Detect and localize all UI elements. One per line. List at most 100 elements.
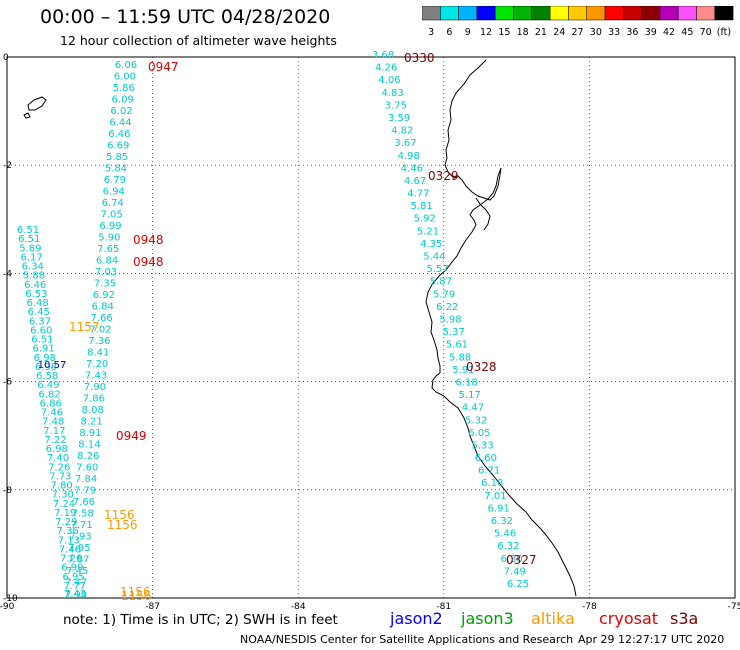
swh-value: 5.87 bbox=[430, 277, 452, 288]
swh-value: 6.79 bbox=[104, 175, 126, 186]
altimeter-tracks: 6.066.005.866.096.026.446.466.695.855.84… bbox=[17, 50, 529, 601]
swh-value: 7.24 bbox=[53, 499, 75, 510]
colorbar-label: 18 bbox=[517, 27, 529, 38]
swh-value: 7.87 bbox=[67, 555, 89, 566]
swh-value: 5.88 bbox=[449, 352, 471, 363]
swh-value: 3.59 bbox=[388, 113, 410, 124]
swh-value: 6.60 bbox=[475, 453, 497, 464]
swh-value: 6.46 bbox=[108, 129, 130, 140]
y-tick-label: -10 bbox=[3, 594, 18, 604]
swh-value: 7.30 bbox=[52, 490, 74, 501]
swh-value: 7.79 bbox=[74, 486, 96, 497]
swh-value: 5.86 bbox=[113, 83, 135, 94]
swh-value: 5.81 bbox=[410, 201, 432, 212]
swh-value: 7.01 bbox=[484, 491, 506, 502]
swh-value: 6.98 bbox=[35, 362, 57, 373]
swh-value: 7.77 bbox=[64, 581, 86, 592]
x-tick-label: -78 bbox=[582, 602, 597, 612]
swh-value: 6.94 bbox=[103, 187, 125, 198]
swh-value: 6.99 bbox=[61, 563, 83, 574]
swh-value: 5.88 bbox=[23, 271, 45, 282]
y-tick-label: -8 bbox=[3, 486, 12, 496]
colorbar-label: 70 bbox=[700, 27, 712, 38]
swh-value: 4.06 bbox=[378, 75, 400, 86]
swh-value: 3.68 bbox=[372, 50, 394, 61]
coastline-mainland bbox=[425, 59, 577, 597]
swh-value: 7.49 bbox=[504, 566, 526, 577]
swh-value: 5.37 bbox=[443, 327, 465, 338]
y-tick-label: -2 bbox=[3, 161, 12, 171]
swh-value: 6.84 bbox=[96, 256, 118, 267]
colorbar-label: 42 bbox=[663, 27, 675, 38]
map-grid bbox=[6, 56, 736, 599]
swh-value: 5.92 bbox=[414, 214, 436, 225]
swh-value: 6.00 bbox=[114, 72, 136, 83]
swh-value: 4.82 bbox=[391, 126, 413, 137]
colorbar-label: 33 bbox=[608, 27, 620, 38]
swh-value: 6.91 bbox=[488, 503, 510, 514]
colorbar-label: 45 bbox=[681, 27, 693, 38]
swh-value: 8.08 bbox=[82, 405, 104, 416]
swh-value: 6.45 bbox=[28, 307, 50, 318]
swh-value: 5.79 bbox=[433, 289, 455, 300]
swh-value: 7.43 bbox=[85, 371, 107, 382]
swh-value: 6.30 bbox=[500, 554, 522, 565]
x-tick-label: -84 bbox=[291, 602, 306, 612]
colorbar-label: 30 bbox=[590, 27, 602, 38]
colorbar-label: 39 bbox=[645, 27, 657, 38]
swh-value: 5.85 bbox=[106, 152, 128, 163]
swh-value: 7.35 bbox=[94, 279, 116, 290]
swh-value: 5.57 bbox=[427, 264, 449, 275]
swh-value: 3.67 bbox=[394, 138, 416, 149]
legend-jason2: jason2 bbox=[390, 609, 443, 628]
swh-value: 7.99 bbox=[65, 590, 87, 601]
swh-value: 6.95 bbox=[62, 572, 84, 583]
swh-value: 7.71 bbox=[71, 520, 93, 531]
swh-value: 4.35 bbox=[420, 239, 442, 250]
swh-value: 6.18 bbox=[455, 377, 477, 388]
swh-value: 7.20 bbox=[86, 359, 108, 370]
swh-value: 7.84 bbox=[75, 474, 97, 485]
swh-value: 7.19 bbox=[54, 508, 76, 519]
swh-value: 5.90 bbox=[98, 233, 120, 244]
generated-timestamp: Apr 29 12:27:17 UTC 2020 bbox=[578, 633, 725, 646]
swh-value: 7.90 bbox=[84, 382, 106, 393]
pass-time-label: 1156 bbox=[104, 508, 135, 522]
x-tick-label: -75 bbox=[728, 602, 740, 612]
swh-value: 6.86 bbox=[40, 398, 62, 409]
swh-value: 6.60 bbox=[30, 325, 52, 336]
colorbar-swatch bbox=[714, 6, 734, 21]
swh-value: 7.26 bbox=[60, 554, 82, 565]
swh-value: 5.32 bbox=[465, 415, 487, 426]
swh-value: 8.91 bbox=[79, 428, 101, 439]
swh-value: 6.05 bbox=[468, 428, 490, 439]
coastline-inlet bbox=[475, 197, 491, 231]
swh-value: 7.40 bbox=[47, 453, 69, 464]
swh-value: 7.93 bbox=[69, 532, 91, 543]
swh-value: 10.57 bbox=[38, 360, 67, 371]
swh-value: 8.41 bbox=[87, 348, 109, 359]
swh-value: 6.46 bbox=[24, 280, 46, 291]
swh-value: 7.46 bbox=[59, 544, 81, 555]
swh-value: 6.06 bbox=[115, 60, 137, 71]
swh-value: 5.33 bbox=[472, 440, 494, 451]
swh-value: 7.60 bbox=[76, 463, 98, 474]
swh-value: 7.46 bbox=[41, 408, 63, 419]
swh-value: 6.25 bbox=[507, 579, 529, 590]
colorbar-label: 6 bbox=[446, 27, 452, 38]
pass-time-label: 1156 bbox=[107, 518, 138, 532]
pass-time-label: 0329 bbox=[428, 169, 459, 183]
swh-value: 7.95 bbox=[68, 543, 90, 554]
swh-value: 7.02 bbox=[89, 325, 111, 336]
swh-value: 7.66 bbox=[73, 497, 95, 508]
swh-value: 5.91 bbox=[452, 365, 474, 376]
swh-value: 8.26 bbox=[77, 451, 99, 462]
swh-value: 6.58 bbox=[36, 371, 58, 382]
swh-value: 7.58 bbox=[72, 509, 94, 520]
colorbar-label: 12 bbox=[480, 27, 492, 38]
swh-value: 6.74 bbox=[102, 198, 124, 209]
swh-value: 7.86 bbox=[83, 394, 105, 405]
swh-value: 6.99 bbox=[99, 221, 121, 232]
pass-time-label: 0948 bbox=[133, 233, 164, 247]
